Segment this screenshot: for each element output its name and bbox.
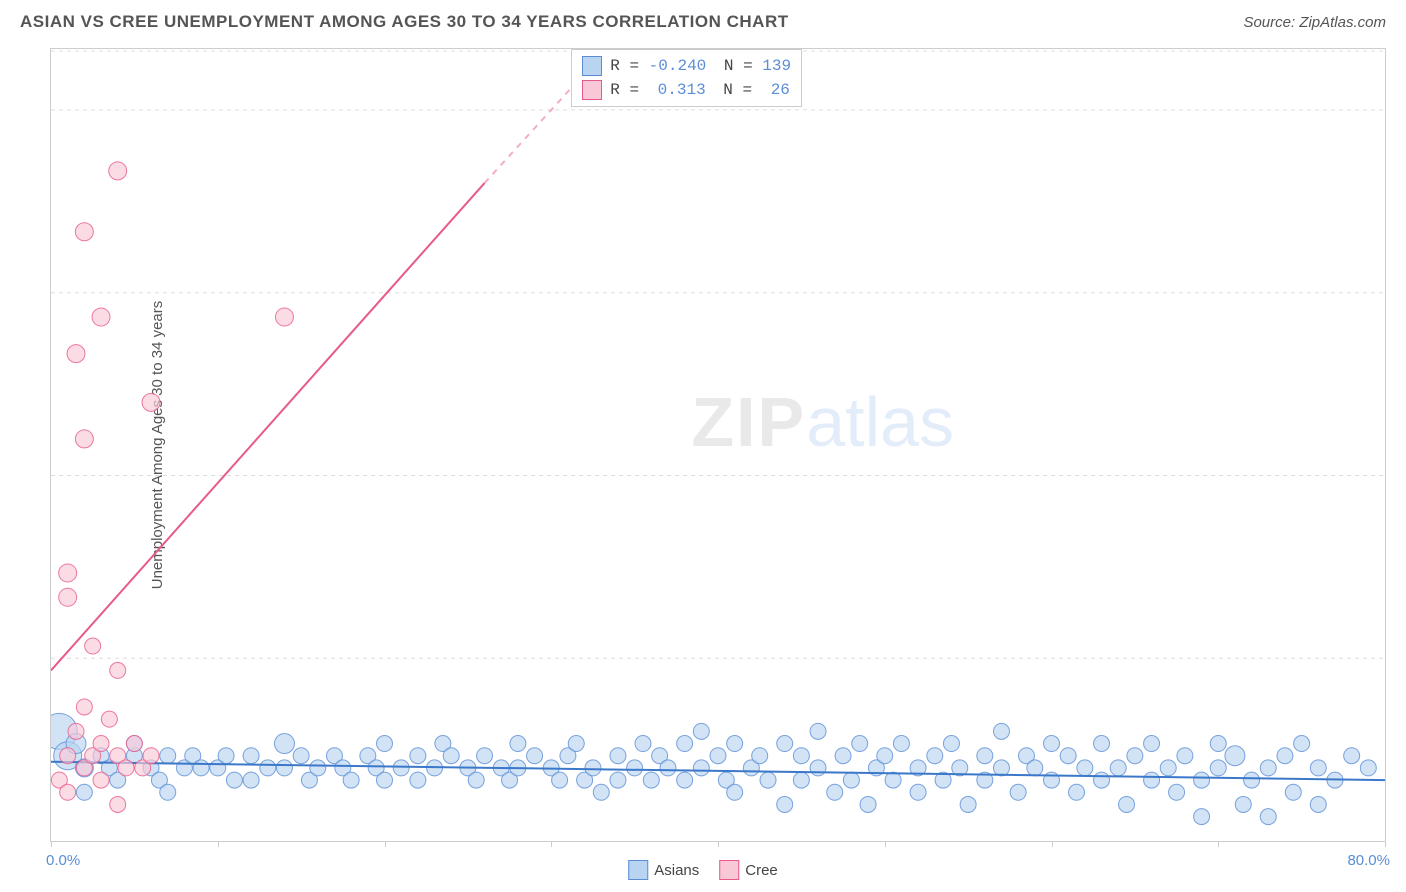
- legend-stats-row-asians: R = -0.240 N = 139: [582, 54, 791, 78]
- chart-source: Source: ZipAtlas.com: [1243, 14, 1386, 31]
- x-tick: [718, 841, 719, 847]
- asians-legend-label: Asians: [654, 862, 699, 879]
- x-tick: [218, 841, 219, 847]
- asians-legend-swatch-icon: [628, 860, 648, 880]
- chart-title: ASIAN VS CREE UNEMPLOYMENT AMONG AGES 30…: [20, 12, 789, 32]
- legend-stats-row-cree: R = 0.313 N = 26: [582, 78, 791, 102]
- legend-item-cree: Cree: [719, 860, 778, 880]
- y-tick-label: 30.0%: [1395, 467, 1406, 484]
- chart-container: Unemployment Among Ages 30 to 34 years Z…: [50, 48, 1386, 842]
- asians-n-stat: N = 139: [714, 57, 791, 75]
- asians-swatch-icon: [582, 56, 602, 76]
- chart-header: ASIAN VS CREE UNEMPLOYMENT AMONG AGES 30…: [0, 0, 1406, 40]
- x-tick: [1052, 841, 1053, 847]
- legend-stats-box: R = -0.240 N = 139 R = 0.313 N = 26: [571, 49, 802, 107]
- x-tick: [1218, 841, 1219, 847]
- cree-n-stat: N = 26: [714, 81, 790, 99]
- x-tick: [385, 841, 386, 847]
- cree-legend-label: Cree: [745, 862, 778, 879]
- x-axis-min-label: 0.0%: [46, 852, 80, 869]
- legend-bottom: Asians Cree: [628, 860, 778, 880]
- x-axis-max-label: 80.0%: [1347, 852, 1390, 869]
- cree-swatch-icon: [582, 80, 602, 100]
- y-tick-label: 60.0%: [1395, 101, 1406, 118]
- y-tick-label: 15.0%: [1395, 650, 1406, 667]
- cree-legend-swatch-icon: [719, 860, 739, 880]
- cree-r-stat: R = 0.313: [610, 81, 705, 99]
- legend-item-asians: Asians: [628, 860, 699, 880]
- x-tick: [51, 841, 52, 847]
- x-tick: [551, 841, 552, 847]
- chart-svg: [51, 49, 1385, 841]
- asians-r-stat: R = -0.240: [610, 57, 706, 75]
- x-tick: [1385, 841, 1386, 847]
- x-tick: [885, 841, 886, 847]
- y-tick-label: 45.0%: [1395, 284, 1406, 301]
